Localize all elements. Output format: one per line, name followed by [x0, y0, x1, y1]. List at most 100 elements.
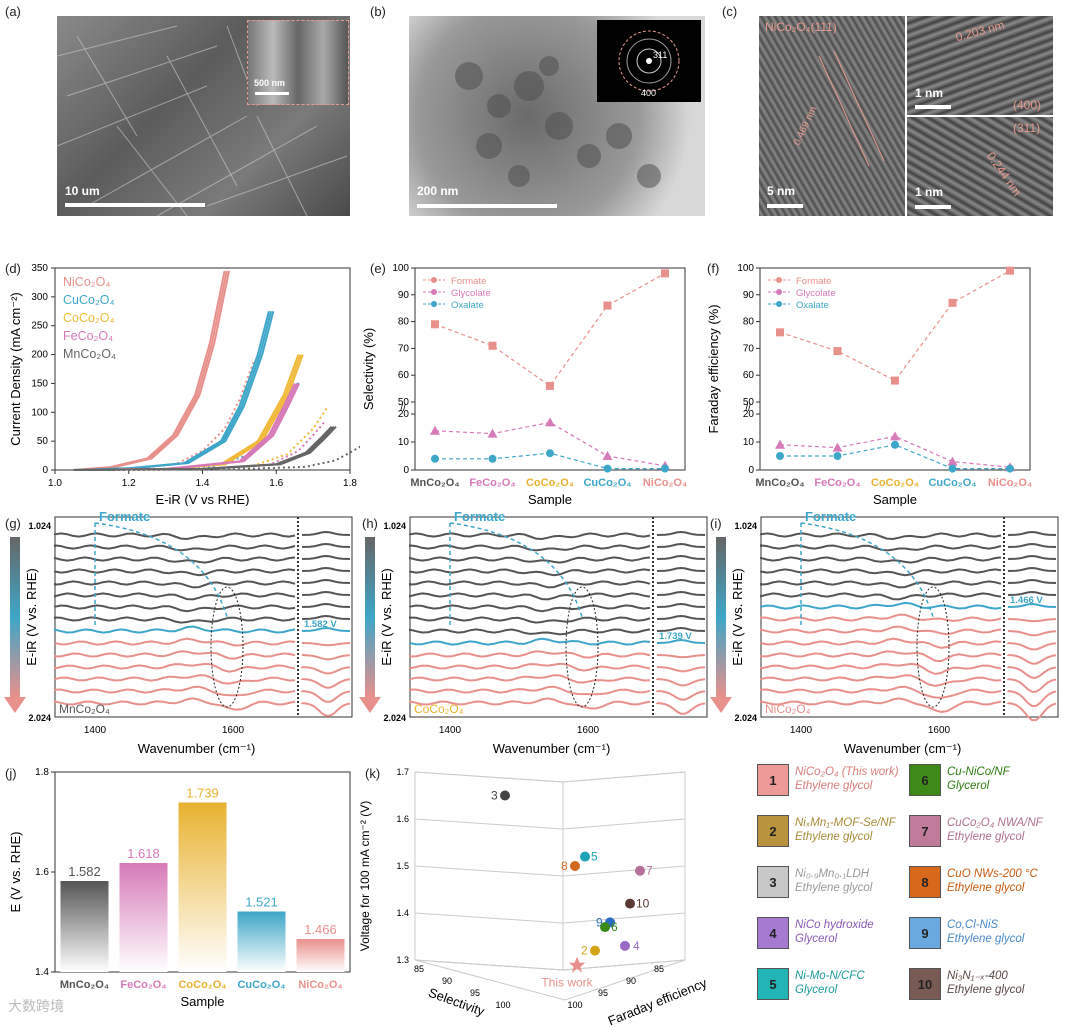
y-tick-label: 100 [737, 263, 754, 274]
data-point-10 [625, 898, 635, 909]
ir-spectrum-right [1007, 666, 1057, 679]
formate-shift-line [449, 522, 583, 618]
ir-spectrum-right [1007, 690, 1057, 707]
panel-k-chart: 1.3 1.4 1.5 1.6 1.7 Voltage for 100 mA cm⁻² (… [358, 767, 709, 1025]
legend-text-4: NiCo hydroxide Glycerol [795, 918, 874, 946]
y-tick-label: 150 [31, 378, 48, 389]
x-tick-label: CoCo₂O₄ [526, 477, 574, 489]
ir-spectrum-right [1007, 618, 1057, 623]
ir-spectrum-right [1007, 642, 1057, 651]
legend-catalyst: NiCo₂O₄ (This work) [795, 766, 899, 778]
ir-spectrum [409, 662, 651, 672]
ir-spectrum [760, 580, 1002, 589]
bar [237, 911, 286, 972]
data-point [948, 298, 957, 307]
hrtem-d111: 0.469 nm [792, 105, 820, 147]
point-label: 2 [581, 944, 588, 958]
bar-value-label: 1.582 [68, 864, 101, 879]
legend-entry: MnCo₂O₄ [63, 347, 116, 361]
hrtem-400-scale-bar [915, 105, 951, 109]
saed-rings: 311 400 [618, 30, 680, 98]
ir-spectrum [409, 650, 651, 659]
ir-spectrum [760, 697, 1002, 714]
x-tick-label: CoCo₂O₄ [178, 979, 226, 991]
z-tick-label: 1.3 [396, 955, 409, 965]
potential-arrow [10, 537, 20, 697]
ir-spectrum [54, 697, 296, 711]
legend-number-6: 6 [909, 764, 941, 796]
bar-value-label: 1.618 [127, 846, 160, 861]
data-point [431, 320, 439, 329]
ir-spectrum-right [301, 542, 351, 548]
y-axis-label: E-iR (V vs. RHE) [379, 568, 394, 666]
y-tick-label: 50 [398, 397, 410, 408]
highlight-ellipse [210, 586, 244, 708]
x-axis-label: Wavenumber (cm⁻¹) [493, 741, 611, 756]
marker-potential: 1.466 V [1010, 595, 1043, 606]
x-axis-label: Sample [180, 994, 224, 1009]
x-tick-label: 1.6 [269, 478, 283, 489]
ir-spectrum-right [301, 626, 351, 632]
legend-entry: CuCo₂O₄ [63, 293, 115, 307]
data-point [948, 464, 957, 473]
data-point [776, 452, 784, 460]
marker-potential: 1.582 V [304, 619, 337, 630]
z-tick-label: 1.6 [396, 814, 409, 824]
potential-arrow-head [359, 697, 381, 713]
y-tick-label: 100 [392, 263, 409, 274]
panel-j-chart: 1.4 1.6 1.8 E (V vs. RHE) Sample 1.582 MnCo₂O₄… [8, 767, 351, 1009]
ir-spectrum-right [301, 678, 351, 689]
ir-spectrum-right [656, 626, 706, 632]
series-line-Glycolate [779, 435, 1011, 468]
legend-entry: Glycolate [796, 288, 836, 299]
x-axis-label: Wavenumber (cm⁻¹) [138, 741, 256, 756]
legend-entry: Formate [451, 276, 486, 287]
y-tick-label: 20 [743, 409, 755, 420]
hrtem-markers: 0.469 nm [792, 50, 885, 167]
grid-line [414, 912, 564, 924]
potential-arrow-head [4, 697, 26, 713]
legend-catalyst: CuO NWs-200 °C [947, 868, 1038, 880]
ir-spectrum [54, 556, 296, 564]
hrtem-311-d: 0.244 nm [983, 149, 1025, 199]
z-tick-label: 1.4 [396, 908, 409, 918]
legend-text-8: CuO NWs-200 °C Ethylene glycol [947, 867, 1038, 895]
y-axis-label: Selectivity (%) [361, 328, 376, 410]
ir-spectrum-right [1007, 602, 1057, 608]
y-tick-label: 60 [743, 370, 755, 381]
data-point [603, 301, 612, 310]
legend-substrate: Glycerol [795, 933, 838, 945]
top-potential: 1.024 [734, 521, 757, 531]
sem-image: 500 nm 10 um [57, 16, 350, 216]
legend-number-1: 1 [757, 764, 789, 796]
potential-arrow [365, 537, 375, 697]
x-tick-label: 1.8 [343, 478, 357, 489]
bar [60, 881, 109, 972]
watermark: 大数跨境 [8, 998, 64, 1014]
data-point [603, 464, 612, 473]
data-point [1006, 464, 1014, 473]
hrtem-311-scale-bar [915, 205, 951, 209]
data-point [776, 328, 784, 337]
ir-spectrum-right [301, 602, 351, 608]
data-point-7 [635, 865, 645, 876]
x-tick-label: 1600 [928, 725, 951, 736]
data-point [546, 449, 554, 458]
ir-spectrum [760, 637, 1002, 649]
y-tick-label: 200 [31, 350, 48, 361]
ir-spectrum [54, 685, 296, 697]
panel-label-c: (c) [722, 4, 738, 19]
legend-entry: CoCo₂O₄ [63, 311, 115, 325]
sem-scale-bar [65, 203, 205, 207]
legend-number-5: 5 [757, 968, 789, 1000]
bottom-potential: 2.024 [383, 713, 406, 723]
potential-arrow [716, 537, 726, 697]
y-tick-label: 50 [37, 436, 49, 447]
legend-marker [776, 277, 782, 283]
panel-label-j: (j) [5, 766, 17, 781]
legend-substrate: Ethylene glycol [947, 831, 1025, 843]
bar-value-label: 1.739 [186, 786, 219, 801]
legend-text-1: NiCo₂O₄ (This work) Ethylene glycol [795, 765, 899, 793]
ir-spectrum-right [656, 638, 706, 644]
tem-texture [455, 56, 661, 188]
